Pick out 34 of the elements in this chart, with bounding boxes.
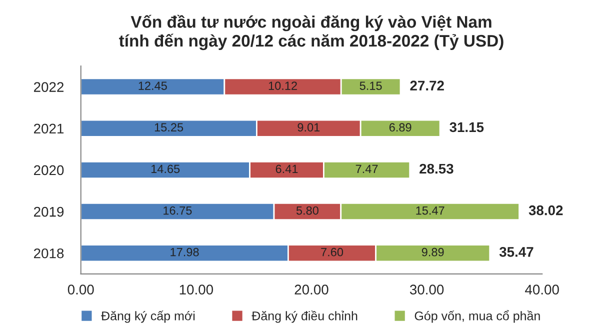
x-tick-label: 40.00	[525, 284, 559, 295]
y-tick-label: 2018	[34, 248, 64, 258]
legend-label: Đăng ký cấp mới	[101, 310, 195, 323]
chart-title: Vốn đầu tư nước ngoài đăng ký vào Việt Nam tính đến ngày 20/12 các năm 2018-2022 (Tỷ USD)	[119, 14, 504, 50]
data-label: 10.12	[268, 82, 297, 90]
data-label: 7.60	[321, 248, 344, 256]
y-tick-label: 2020	[34, 165, 64, 176]
total-label: 27.72	[410, 80, 444, 90]
x-tick-label: 20.00	[294, 284, 328, 295]
data-label: 6.41	[276, 164, 298, 174]
data-label: 15.25	[154, 123, 184, 132]
data-label: 7.47	[356, 164, 378, 174]
data-label: 15.47	[416, 206, 444, 215]
y-tick-label: 2022	[34, 82, 64, 92]
total-label: 35.47	[499, 247, 534, 257]
data-label: 12.45	[138, 82, 167, 90]
total-label: 28.53	[420, 164, 454, 174]
total-label: 38.02	[528, 205, 563, 216]
x-tick-label: 30.00	[410, 284, 444, 295]
y-tick-label: 2019	[34, 206, 64, 217]
data-label: 16.75	[164, 206, 192, 215]
data-label: 5.80	[296, 206, 318, 215]
data-label: 17.98	[170, 248, 199, 256]
x-tick-label: 0.00	[68, 284, 94, 295]
data-label: 5.15	[360, 82, 382, 90]
data-label: 14.65	[151, 164, 180, 174]
legend-label: Góp vốn, mua cổ phần	[414, 310, 540, 323]
total-label: 31.15	[450, 122, 484, 132]
legend-label: Đăng ký điều chỉnh	[252, 310, 358, 323]
data-label: 9.01	[298, 123, 320, 132]
data-label: 6.89	[389, 123, 412, 132]
x-tick-label: 10.00	[180, 284, 214, 295]
data-label: 9.89	[422, 248, 444, 256]
y-tick-label: 2021	[34, 124, 64, 134]
